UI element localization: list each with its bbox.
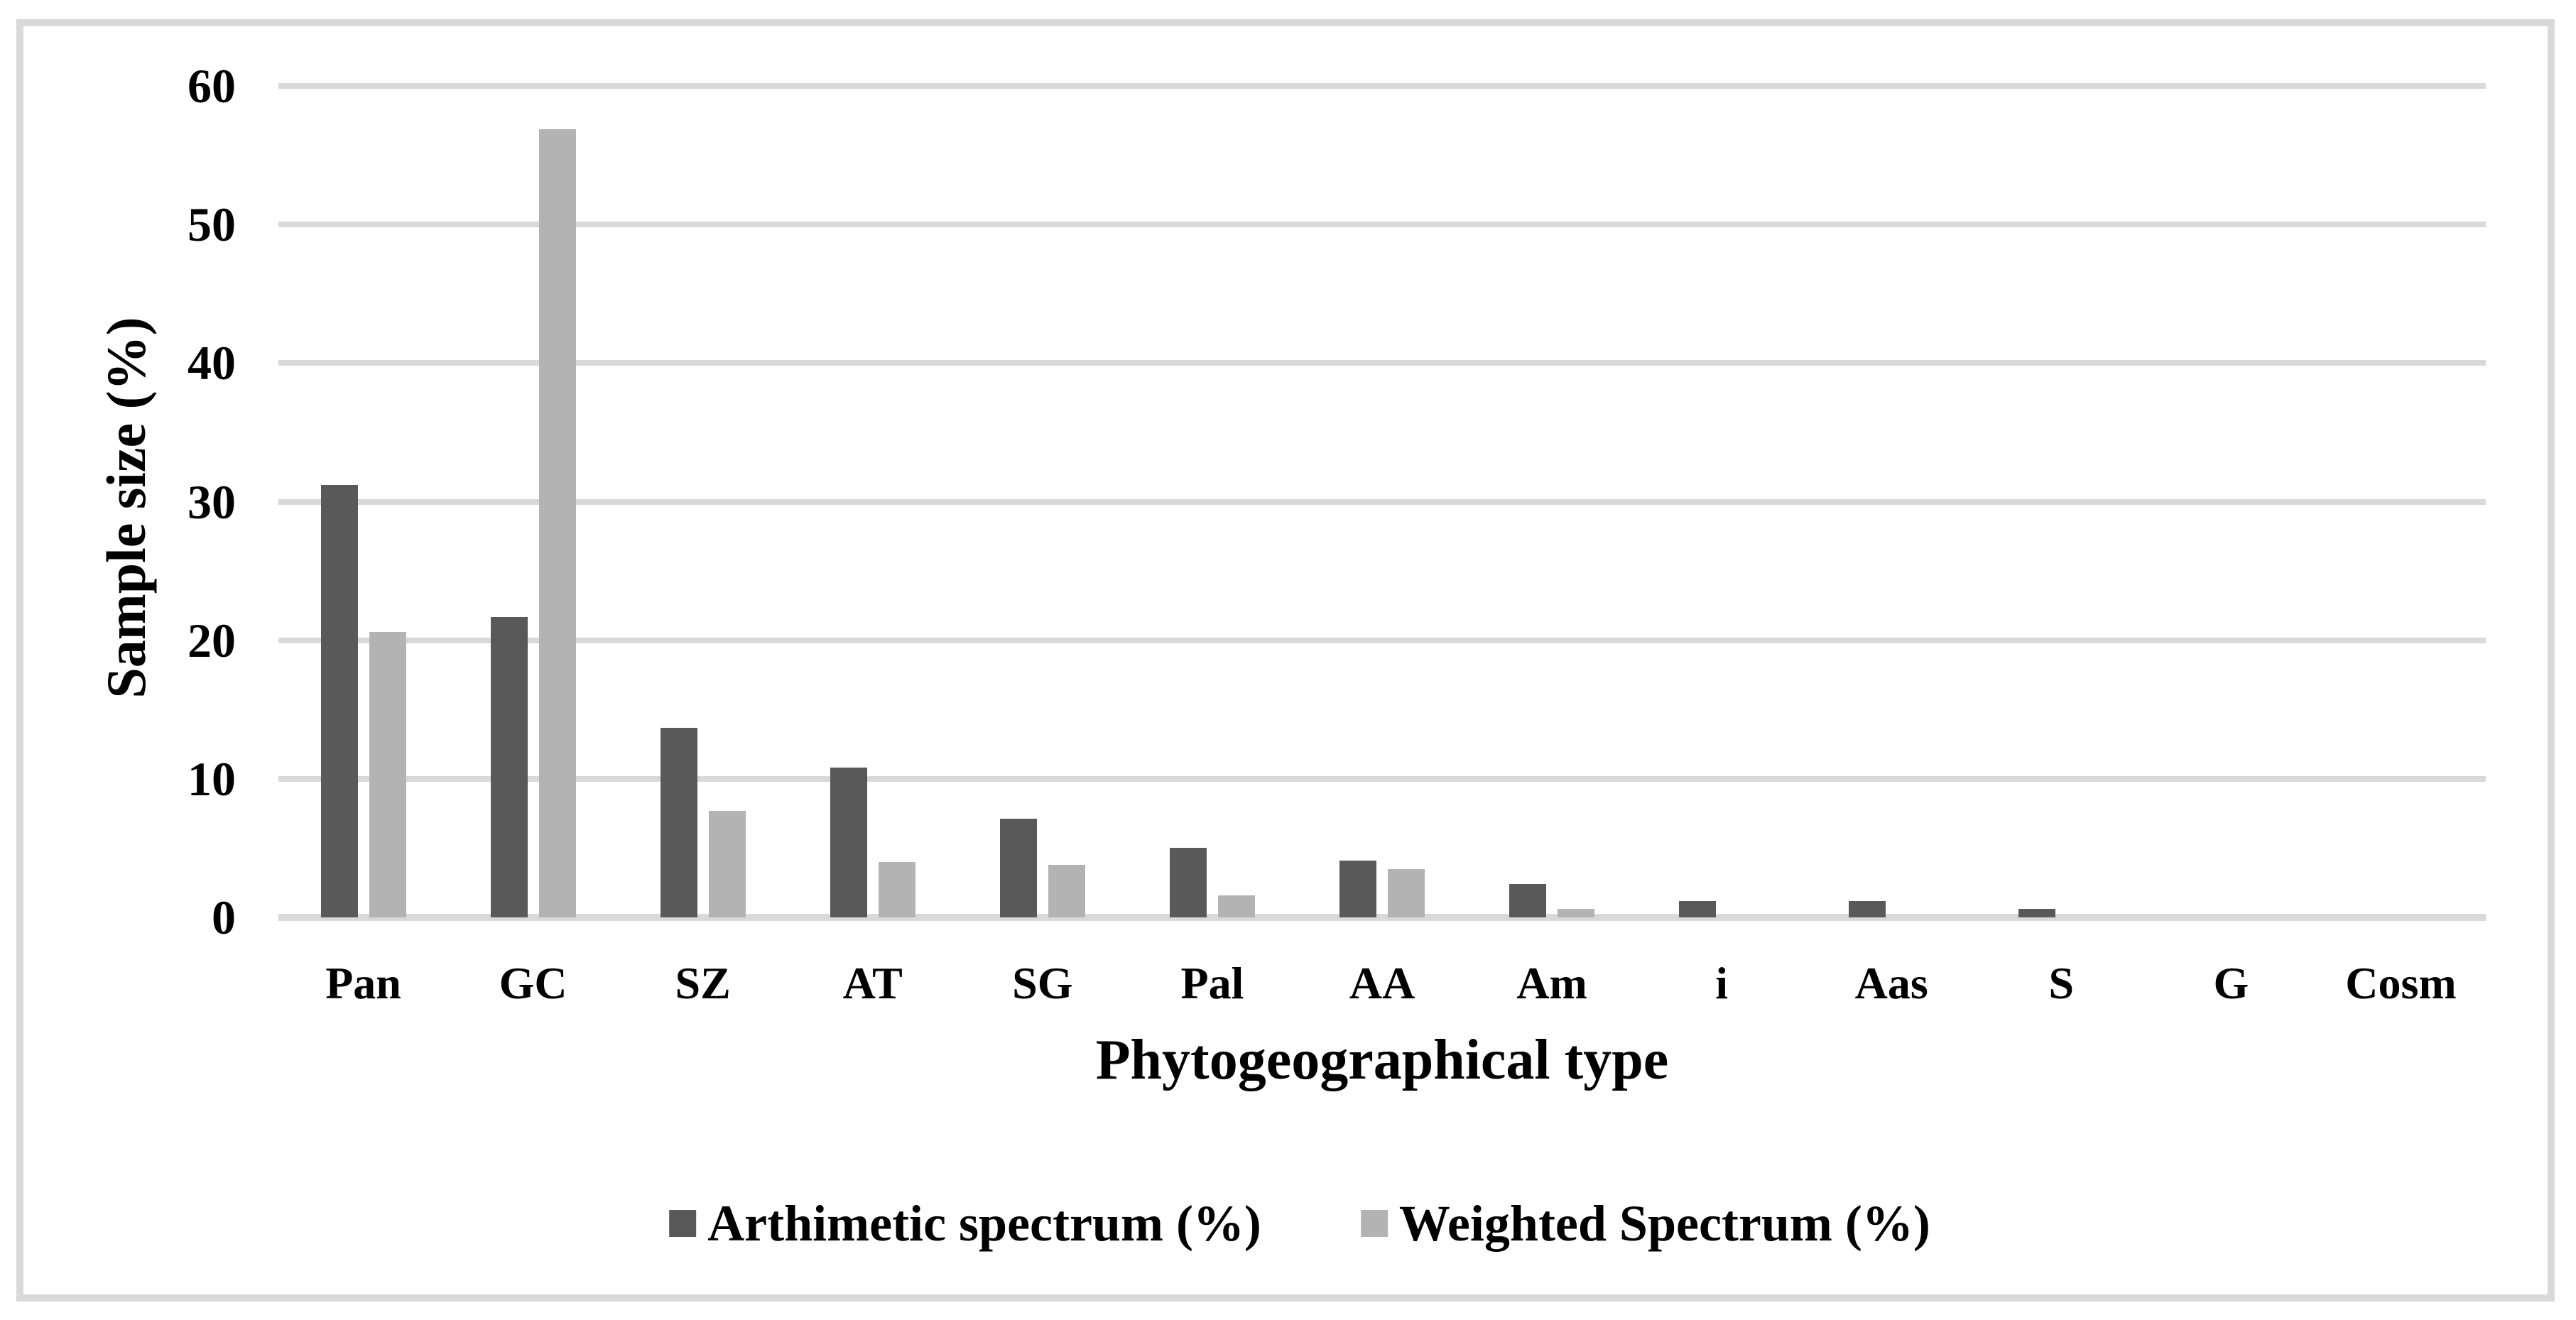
x-tick-label: Pal [1180, 958, 1244, 1008]
plot-area [278, 83, 2486, 921]
bar-arithmetic-Pal [1169, 848, 1207, 917]
bar-weighted-AA [1388, 868, 1425, 917]
x-tick-label: AT [842, 958, 903, 1008]
bar-weighted-GC [538, 129, 576, 917]
x-tick-label: AA [1349, 958, 1415, 1008]
gridline-y-40 [278, 360, 2486, 366]
bar-arithmetic-S [2018, 909, 2056, 917]
bar-arithmetic-GC [490, 616, 528, 917]
y-tick-label: 20 [188, 613, 236, 667]
x-tick-label: Cosm [2345, 958, 2457, 1008]
bar-arithmetic-AA [1339, 860, 1376, 917]
gridline-y-50 [278, 222, 2486, 228]
x-tick-label: S [2048, 958, 2075, 1008]
bar-arithmetic-SZ [660, 727, 697, 917]
bar-arithmetic-Am [1509, 884, 1547, 917]
y-tick-label: 10 [188, 751, 236, 806]
figure-frame [16, 19, 2555, 1302]
gridline-y-10 [278, 775, 2486, 782]
legend-label-weighted: Weighted Spectrum (%) [1398, 1195, 1930, 1252]
x-tick-label: i [1715, 958, 1729, 1008]
y-tick-label: 50 [188, 197, 236, 252]
legend-swatch-weighted-icon [1360, 1210, 1388, 1237]
y-tick-label: 0 [212, 890, 236, 944]
x-tick-label: Am [1516, 958, 1587, 1008]
x-axis-title: Phytogeographical type [1095, 1029, 1669, 1091]
legend-label-arithmetic: Arthimetic spectrum (%) [707, 1195, 1261, 1252]
bar-arithmetic-AT [830, 768, 867, 917]
gridline-y-20 [278, 637, 2486, 643]
legend-swatch-arithmetic-icon [669, 1210, 697, 1237]
bar-arithmetic-Aas [1849, 900, 1886, 917]
x-tick-label: GC [499, 958, 567, 1008]
legend: Arthimetic spectrum (%) Weighted Spectru… [669, 1191, 1930, 1255]
legend-item-arithmetic: Arthimetic spectrum (%) [669, 1191, 1261, 1255]
x-tick-label: SG [1012, 958, 1073, 1008]
bar-arithmetic-Pan [320, 485, 358, 917]
y-tick-label: 30 [188, 474, 236, 529]
x-tick-label: Pan [325, 958, 401, 1008]
x-tick-label: Aas [1854, 958, 1928, 1008]
bar-weighted-Pal [1217, 895, 1255, 917]
x-tick-label: G [2213, 958, 2249, 1008]
bar-weighted-SG [1048, 864, 1085, 917]
gridline-y-30 [278, 498, 2486, 505]
bar-weighted-Am [1558, 909, 1595, 917]
gridline-y-60 [278, 83, 2486, 89]
y-tick-label: 60 [188, 59, 236, 113]
gridline-y-0 [278, 914, 2486, 921]
bar-weighted-Pan [369, 631, 406, 917]
x-tick-label: SZ [675, 958, 731, 1008]
y-tick-label: 40 [188, 336, 236, 391]
legend-item-weighted: Weighted Spectrum (%) [1360, 1191, 1930, 1255]
bar-weighted-SZ [708, 810, 746, 917]
bar-weighted-AT [878, 861, 915, 917]
bar-arithmetic-SG [999, 819, 1037, 917]
bar-arithmetic-i [1679, 900, 1717, 917]
